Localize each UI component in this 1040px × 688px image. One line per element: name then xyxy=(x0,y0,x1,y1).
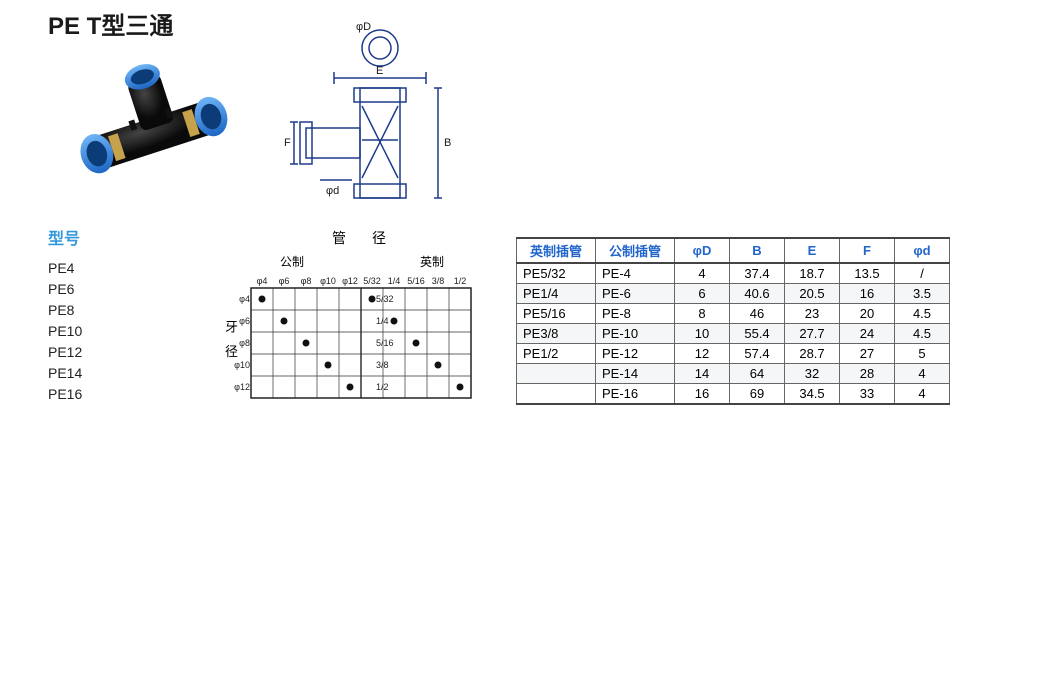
table-cell: PE-6 xyxy=(596,284,675,304)
spec-table: 英制插管公制插管φDBEFφd PE5/32PE-4437.418.713.5/… xyxy=(516,237,950,405)
grid-sub-left: 公制 xyxy=(222,251,362,272)
table-cell: 28.7 xyxy=(785,344,840,364)
table-cell: 46 xyxy=(730,304,785,324)
table-cell: 24 xyxy=(840,324,895,344)
table-cell: 14 xyxy=(675,364,730,384)
model-item: PE12 xyxy=(48,342,82,363)
table-cell: 10 xyxy=(675,324,730,344)
table-cell: 23 xyxy=(785,304,840,324)
table-cell: 13.5 xyxy=(840,263,895,284)
svg-text:φ6: φ6 xyxy=(279,276,290,286)
svg-text:5/32: 5/32 xyxy=(376,294,394,304)
diagram-label-E: E xyxy=(376,65,383,77)
table-cell: 3.5 xyxy=(895,284,950,304)
technical-diagram: φD E F B φd xyxy=(270,20,490,225)
table-cell: 8 xyxy=(675,304,730,324)
table-cell: PE-4 xyxy=(596,263,675,284)
svg-text:φ10: φ10 xyxy=(320,276,336,286)
table-cell: 4 xyxy=(675,263,730,284)
cross-grid: 管 径 公制 英制 φ4 φ6 φ8 φ10 φ12 5/32 1/4 5/16 3/8 1/2 φ… xyxy=(222,225,502,412)
table-cell: 27.7 xyxy=(785,324,840,344)
table-cell xyxy=(517,364,596,384)
table-cell: 37.4 xyxy=(730,263,785,284)
table-cell xyxy=(517,384,596,405)
model-item: PE4 xyxy=(48,258,82,279)
table-cell: 55.4 xyxy=(730,324,785,344)
table-cell: 16 xyxy=(840,284,895,304)
diagram-label-F: F xyxy=(284,137,291,149)
model-item: PE8 xyxy=(48,300,82,321)
product-image xyxy=(52,50,242,210)
table-cell: 4 xyxy=(895,364,950,384)
table-header: 公制插管 xyxy=(596,238,675,263)
svg-text:5/16: 5/16 xyxy=(407,276,425,286)
diagram-label-B: B xyxy=(444,137,451,149)
diagram-label-d: φd xyxy=(326,185,339,197)
model-item: PE14 xyxy=(48,363,82,384)
table-cell: 20.5 xyxy=(785,284,840,304)
svg-text:1/4: 1/4 xyxy=(376,316,389,326)
table-header: φD xyxy=(675,238,730,263)
table-cell: 33 xyxy=(840,384,895,405)
svg-text:φ12: φ12 xyxy=(342,276,358,286)
table-cell: PE-12 xyxy=(596,344,675,364)
model-item: PE16 xyxy=(48,384,82,405)
model-item: PE10 xyxy=(48,321,82,342)
svg-text:φ6: φ6 xyxy=(239,316,250,326)
model-item: PE6 xyxy=(48,279,82,300)
page-title: PE T型三通 xyxy=(48,6,173,41)
model-list: PE4PE6PE8PE10PE12PE14PE16 xyxy=(48,258,82,405)
table-cell: PE1/2 xyxy=(517,344,596,364)
table-header: E xyxy=(785,238,840,263)
table-cell: 69 xyxy=(730,384,785,405)
table-cell: 16 xyxy=(675,384,730,405)
table-header: φd xyxy=(895,238,950,263)
svg-text:1/4: 1/4 xyxy=(388,276,401,286)
svg-text:φ4: φ4 xyxy=(239,294,250,304)
table-cell: PE3/8 xyxy=(517,324,596,344)
table-cell: 34.5 xyxy=(785,384,840,405)
diagram-label-D: φD xyxy=(356,21,371,33)
svg-text:φ8: φ8 xyxy=(301,276,312,286)
table-cell: 4.5 xyxy=(895,324,950,344)
grid-sub-right: 英制 xyxy=(362,251,502,272)
svg-text:5/16: 5/16 xyxy=(376,338,394,348)
table-cell: 4 xyxy=(895,384,950,405)
grid-title: 管 径 xyxy=(222,225,502,251)
table-cell: 12 xyxy=(675,344,730,364)
svg-text:φ4: φ4 xyxy=(257,276,268,286)
grid-side-label: 牙 径 xyxy=(222,320,240,362)
table-cell: 5 xyxy=(895,344,950,364)
svg-text:φ8: φ8 xyxy=(239,338,250,348)
svg-text:1/2: 1/2 xyxy=(376,382,389,392)
table-cell: 32 xyxy=(785,364,840,384)
grid-plot: φ4φ6φ8φ10φ125/321/45/163/81/2φ4φ6φ8φ10φ1… xyxy=(222,272,502,412)
table-cell: PE1/4 xyxy=(517,284,596,304)
svg-text:3/8: 3/8 xyxy=(376,360,389,370)
table-cell: 40.6 xyxy=(730,284,785,304)
table-cell: PE-8 xyxy=(596,304,675,324)
svg-text:5/32: 5/32 xyxy=(363,276,381,286)
table-cell: PE-14 xyxy=(596,364,675,384)
table-cell: 57.4 xyxy=(730,344,785,364)
table-cell: 18.7 xyxy=(785,263,840,284)
table-cell: PE5/32 xyxy=(517,263,596,284)
table-cell: PE-16 xyxy=(596,384,675,405)
svg-text:3/8: 3/8 xyxy=(432,276,445,286)
svg-text:1/2: 1/2 xyxy=(454,276,467,286)
table-header: 英制插管 xyxy=(517,238,596,263)
svg-text:φ12: φ12 xyxy=(234,382,250,392)
table-cell: / xyxy=(895,263,950,284)
table-cell: 20 xyxy=(840,304,895,324)
table-cell: 6 xyxy=(675,284,730,304)
table-cell: 28 xyxy=(840,364,895,384)
table-cell: PE-10 xyxy=(596,324,675,344)
model-label: 型号 xyxy=(48,225,80,249)
table-header: B xyxy=(730,238,785,263)
table-header: F xyxy=(840,238,895,263)
table-cell: PE5/16 xyxy=(517,304,596,324)
table-cell: 4.5 xyxy=(895,304,950,324)
table-cell: 27 xyxy=(840,344,895,364)
table-cell: 64 xyxy=(730,364,785,384)
